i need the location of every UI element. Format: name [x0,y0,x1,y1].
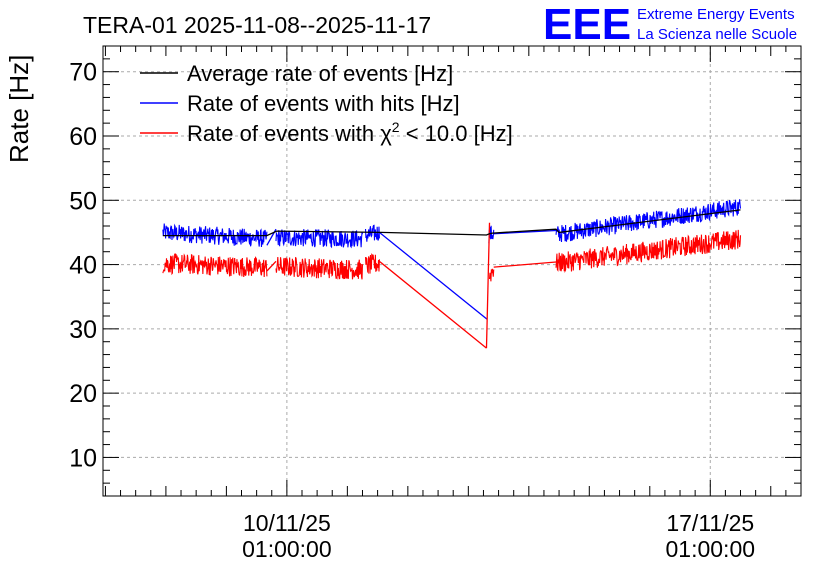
series-noise-hits [555,199,742,243]
series-connector-chi2 [493,261,557,268]
y-tick-label: 70 [69,59,97,87]
series-connector-hits [493,229,557,235]
eee-logo-mark: EEE [543,0,631,49]
chart-title: TERA-01 2025-11-08--2025-11-17 [83,12,431,38]
y-tick-label: 40 [69,252,97,280]
eee-logo-line2: La Scienza nelle Scuole [637,26,797,43]
axis-ticks [103,45,802,497]
y-tick-label: 50 [69,187,97,215]
series-connector-chi2 [266,260,277,272]
y-tick-label: 20 [69,380,97,408]
y-tick-label: 60 [69,123,97,151]
x-tick-label-date: 17/11/25 [666,510,754,536]
series-noise-chi2 [364,253,380,275]
legend: Average rate of events [Hz] Rate of even… [140,61,513,146]
y-axis-label: Rate [Hz] [4,55,34,163]
x-tick-label-time: 01:00:00 [242,536,332,562]
y-tick-label: 30 [69,316,97,344]
eee-logo-line1: Extreme Energy Events [637,6,795,23]
series-noise-chi2 [275,256,364,280]
series-line-average [162,209,741,237]
legend-label-average: Average rate of events [Hz] [187,61,453,86]
series-noise-chi2 [162,253,268,278]
eee-logo: EEE Extreme Energy Events La Scienza nel… [543,0,797,49]
y-tick-label: 10 [69,444,97,472]
series-noise-hits [162,223,268,247]
series-connector-hits [379,231,488,320]
x-tick-label-date: 10/11/25 [243,510,331,536]
series-noise-chi2 [555,229,742,274]
legend-label-chi2: Rate of events with χ2 < 10.0 [Hz] [187,119,513,146]
series-layer [162,199,742,349]
series-noise-chi2 [488,268,495,282]
y-tick-labels: 10 20 30 40 50 60 70 [69,59,97,473]
x-tick-label-time: 01:00:00 [666,536,756,562]
plot-frame [102,45,802,497]
series-connector-chi2 [379,260,487,349]
series-noise-hits [364,224,380,242]
legend-label-hits: Rate of events with hits [Hz] [187,91,460,116]
series-noise-hits [275,229,364,249]
series-connector-chi2 [485,222,491,349]
